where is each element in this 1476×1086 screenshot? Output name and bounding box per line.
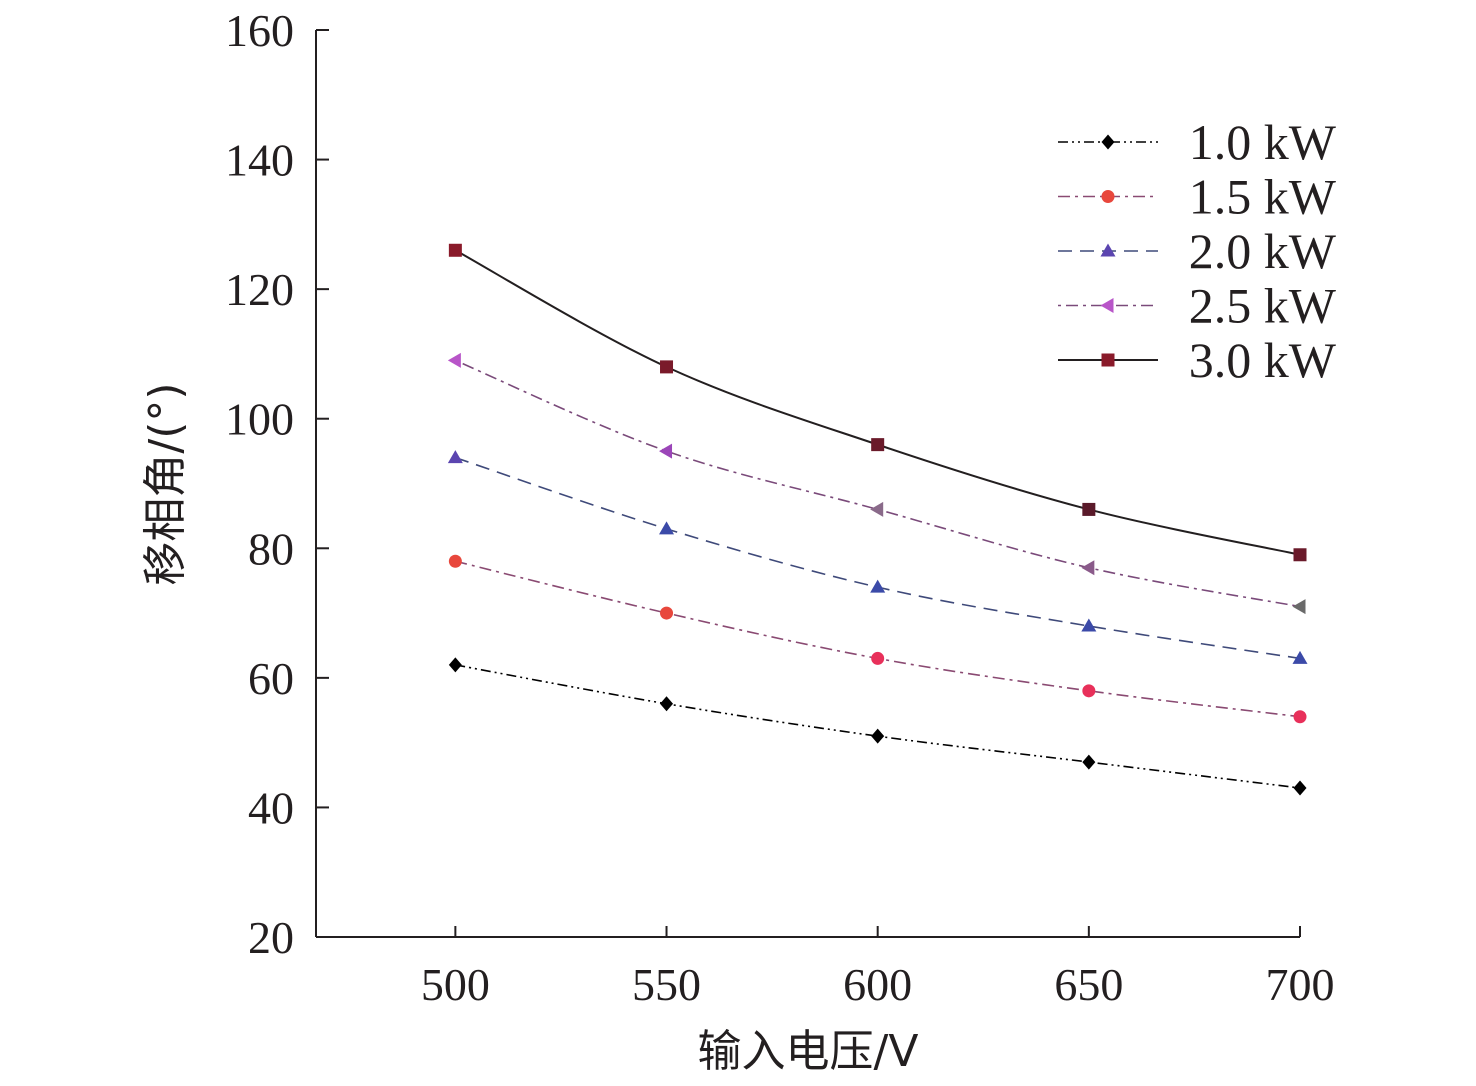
x-tick-label: 500: [421, 959, 490, 1010]
legend-label: 1.0 kW: [1189, 114, 1337, 170]
data-point: [660, 606, 674, 620]
data-point: [447, 450, 463, 464]
y-tick-label: 120: [225, 264, 294, 315]
y-axis-title: 移相角/(°): [140, 382, 191, 585]
series-line: [455, 456, 1301, 660]
data-point: [448, 554, 462, 568]
x-tick-label: 700: [1266, 959, 1335, 1010]
data-point: [1082, 754, 1096, 770]
data-point: [659, 521, 675, 535]
series-markers: [447, 243, 1308, 796]
data-point: [1081, 560, 1095, 576]
legend-label: 3.0 kW: [1189, 332, 1337, 388]
y-ticks: 20 40 60 80 100 120 140 160: [225, 5, 329, 963]
legend-marker: [1100, 243, 1116, 257]
data-point: [871, 728, 885, 744]
data-point: [448, 657, 462, 673]
y-tick-label: 20: [248, 912, 294, 963]
data-point: [870, 501, 884, 517]
data-point: [1082, 684, 1096, 698]
legend: 1.0 kW1.5 kW2.0 kW2.5 kW3.0 kW: [1058, 114, 1337, 388]
data-point: [871, 438, 885, 452]
data-point: [1081, 618, 1097, 632]
legend-marker: [1101, 134, 1115, 150]
x-tick-label: 550: [632, 959, 701, 1010]
x-ticks: 500 550 600 650 700: [421, 926, 1335, 1010]
legend-label: 2.5 kW: [1189, 278, 1337, 334]
axes: [315, 30, 1300, 938]
x-tick-label: 650: [1054, 959, 1123, 1010]
data-point: [1293, 710, 1307, 724]
data-point: [1293, 780, 1307, 796]
data-point: [1293, 548, 1307, 562]
data-point: [871, 651, 885, 665]
data-point: [660, 360, 674, 374]
data-point: [1292, 599, 1306, 615]
series-lines: [454, 249, 1301, 789]
y-tick-label: 140: [225, 135, 294, 186]
data-point: [447, 352, 461, 368]
x-axis-title: 输入电压/V: [698, 1026, 919, 1077]
legend-label: 1.5 kW: [1189, 169, 1337, 225]
series-line: [455, 664, 1301, 789]
data-point: [659, 443, 673, 459]
y-tick-label: 160: [225, 5, 294, 56]
data-point: [1292, 650, 1308, 664]
data-point: [1082, 502, 1096, 516]
y-tick-label: 100: [225, 394, 294, 445]
x-tick-label: 600: [843, 959, 912, 1010]
legend-marker: [1100, 298, 1114, 313]
legend-marker: [1101, 353, 1115, 367]
series-line: [455, 359, 1301, 608]
data-point: [660, 696, 674, 712]
y-tick-label: 40: [248, 782, 294, 833]
data-point: [870, 579, 886, 593]
y-tick-label: 80: [248, 523, 294, 574]
data-point: [448, 243, 462, 257]
y-tick-label: 60: [248, 653, 294, 704]
legend-label: 2.0 kW: [1189, 223, 1337, 279]
legend-marker: [1101, 190, 1115, 203]
